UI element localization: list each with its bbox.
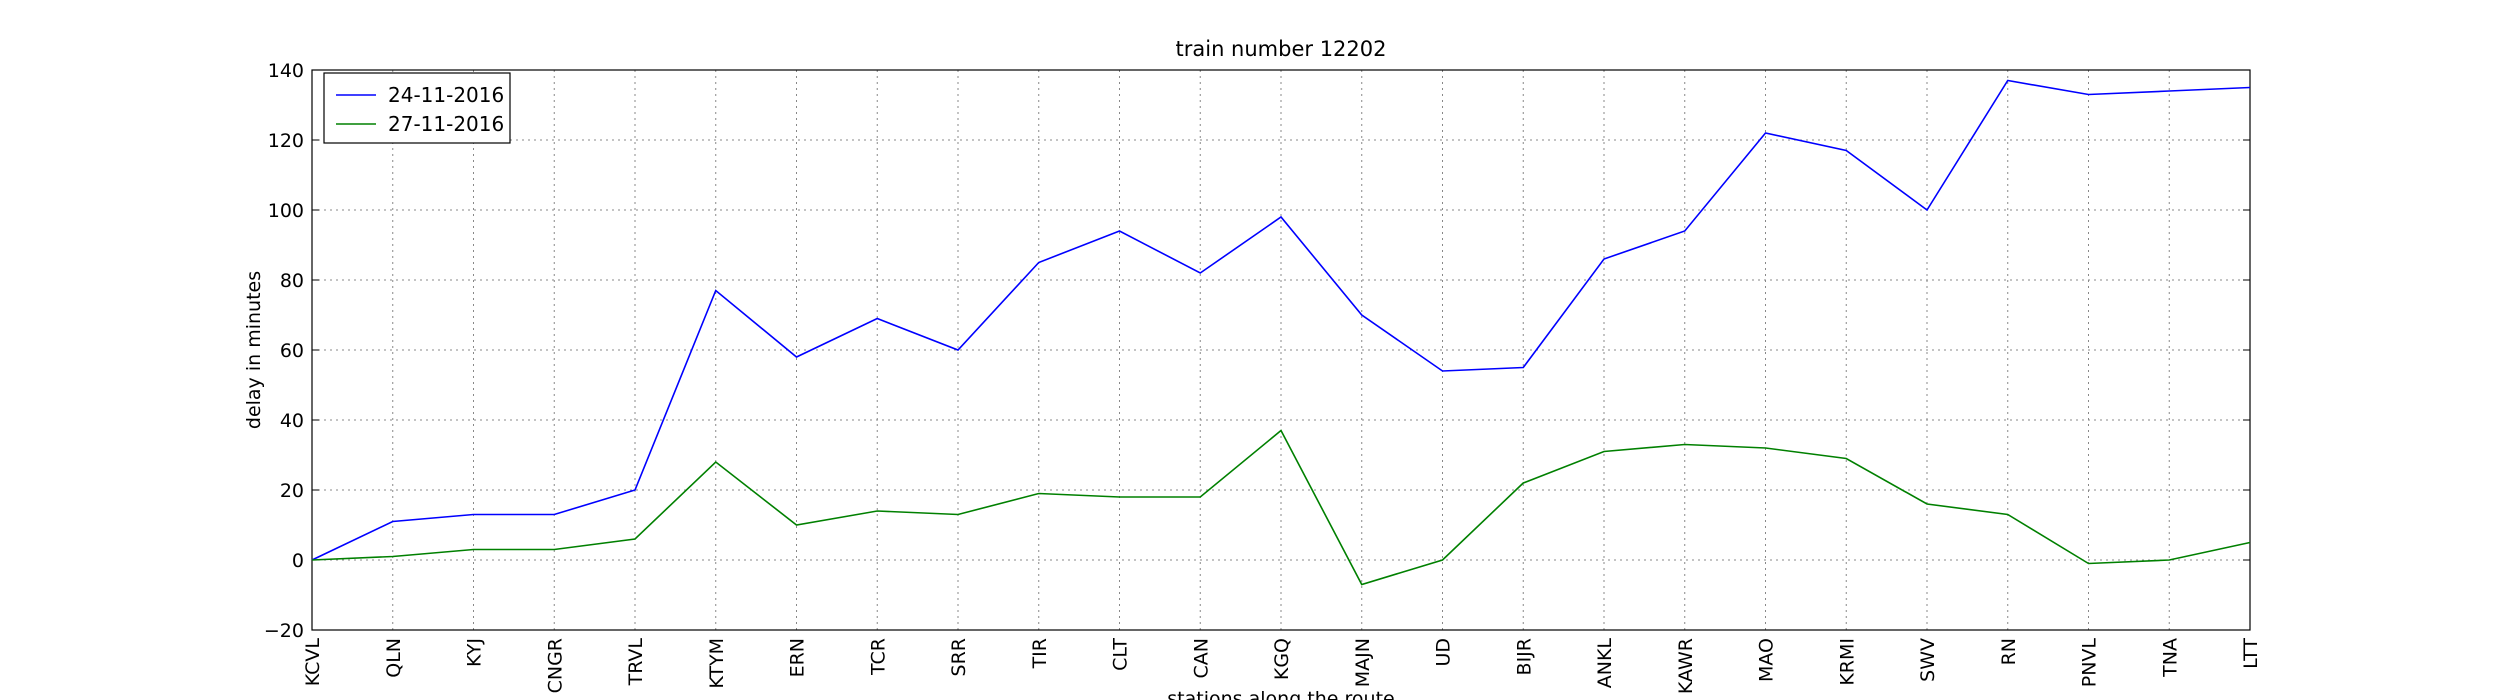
- x-tick-label: KGQ: [1271, 638, 1293, 680]
- x-tick-label: KTYM: [706, 638, 728, 689]
- series-line: [311, 429, 2251, 586]
- x-tick-label: PNVL: [2079, 638, 2101, 688]
- legend-box: [323, 72, 511, 144]
- legend-label: 24-11-2016: [388, 83, 504, 107]
- x-tick-label: MAO: [1756, 638, 1778, 682]
- x-tick-label: CAN: [1190, 638, 1212, 678]
- x-tick-label: QLN: [383, 638, 405, 678]
- y-tick-label: 40: [280, 410, 304, 432]
- legend-label: 27-11-2016: [388, 112, 504, 136]
- series-line: [311, 79, 2251, 561]
- y-tick-label: 80: [280, 270, 304, 292]
- x-tick-label: RN: [1998, 638, 2020, 665]
- x-tick-label: MAJN: [1352, 638, 1374, 687]
- x-tick-label: KCVL: [302, 638, 324, 687]
- y-tick-label: 140: [268, 60, 304, 82]
- x-tick-label: TIR: [1029, 638, 1051, 669]
- x-tick-label: KRMI: [1836, 638, 1858, 686]
- y-tick-label: 100: [268, 200, 304, 222]
- plot-frame: [311, 69, 2251, 631]
- x-tick-label: LTT: [2240, 638, 2262, 669]
- y-tick-label: 60: [280, 340, 304, 362]
- chart-title: train number 12202: [1176, 37, 1387, 61]
- y-tick-label: −20: [264, 620, 304, 642]
- x-tick-label: ANKL: [1594, 638, 1616, 689]
- x-tick-label: CLT: [1110, 638, 1132, 671]
- y-tick-label: 0: [292, 550, 304, 572]
- y-tick-label: 120: [268, 130, 304, 152]
- x-tick-label: TCR: [867, 638, 889, 676]
- y-tick-label: 20: [280, 480, 304, 502]
- x-tick-label: SWV: [1917, 638, 1939, 682]
- x-axis-label: stations along the route: [1167, 688, 1394, 700]
- x-tick-label: ERN: [787, 638, 809, 677]
- x-tick-label: KYJ: [464, 638, 486, 667]
- x-tick-label: BIJR: [1513, 638, 1535, 675]
- x-tick-label: KAWR: [1675, 638, 1697, 694]
- x-tick-label: CNGR: [544, 638, 566, 693]
- x-tick-label: TRVL: [625, 638, 647, 687]
- y-axis-label: delay in minutes: [243, 271, 265, 429]
- x-tick-label: TNA: [2159, 638, 2181, 678]
- x-tick-label: SRR: [948, 638, 970, 676]
- x-tick-label: UD: [1433, 638, 1455, 667]
